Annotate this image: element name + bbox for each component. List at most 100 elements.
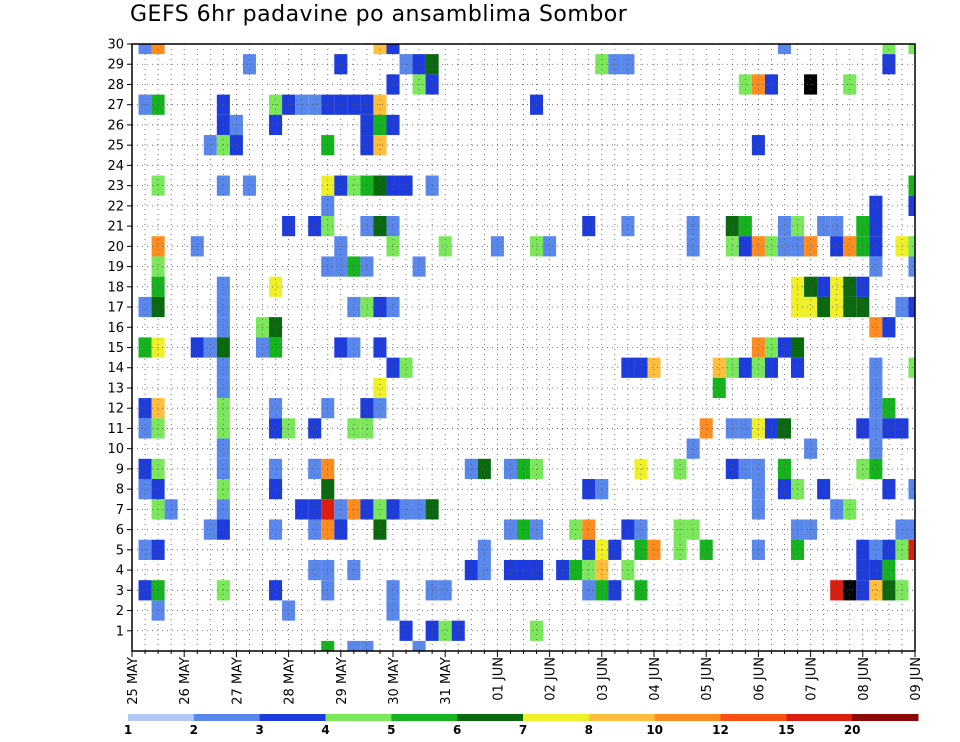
heatmap-cell bbox=[869, 256, 883, 277]
heatmap-cell bbox=[373, 296, 387, 318]
heatmap-cell bbox=[282, 600, 296, 621]
x-tick-label: 25 MAY bbox=[126, 657, 141, 705]
heatmap-cell bbox=[347, 337, 361, 358]
heatmap-cell bbox=[334, 256, 348, 277]
heatmap-cell bbox=[399, 175, 413, 196]
heatmap-cell bbox=[477, 458, 491, 480]
y-tick-label: 23 bbox=[107, 179, 124, 194]
data-cells bbox=[138, 44, 915, 651]
heatmap-cell bbox=[751, 458, 765, 480]
heatmap-cell bbox=[882, 559, 896, 581]
heatmap-cell bbox=[908, 175, 915, 196]
colorbar-label: 8 bbox=[585, 723, 593, 737]
heatmap-cell bbox=[412, 640, 426, 651]
heatmap-cell bbox=[777, 236, 792, 257]
heatmap-cell bbox=[777, 215, 792, 237]
heatmap-cell bbox=[308, 458, 322, 480]
heatmap-cell bbox=[764, 357, 778, 378]
heatmap-cell bbox=[138, 418, 152, 439]
heatmap-cell bbox=[908, 539, 915, 560]
colorbar-label: 7 bbox=[519, 723, 527, 737]
y-tick-label: 19 bbox=[107, 260, 124, 275]
heatmap-cell bbox=[869, 215, 883, 237]
heatmap-cell bbox=[869, 458, 883, 480]
heatmap-cell bbox=[477, 559, 491, 581]
heatmap-cell bbox=[686, 438, 700, 459]
heatmap-cell bbox=[412, 256, 426, 277]
heatmap-cell bbox=[686, 215, 700, 237]
heatmap-cell bbox=[360, 175, 374, 196]
heatmap-cell bbox=[516, 559, 531, 581]
heatmap-cell bbox=[804, 276, 818, 297]
heatmap-cell bbox=[830, 296, 844, 318]
y-tick-label: 16 bbox=[107, 321, 124, 336]
heatmap-cell bbox=[738, 357, 752, 378]
colorbar-swatch bbox=[523, 714, 590, 721]
heatmap-cell bbox=[608, 580, 622, 601]
heatmap-cell bbox=[269, 398, 283, 419]
heatmap-cell bbox=[138, 458, 152, 480]
heatmap-cell bbox=[843, 296, 857, 318]
heatmap-cell bbox=[242, 175, 256, 196]
y-tick-label: 4 bbox=[116, 564, 124, 579]
heatmap-cell bbox=[830, 276, 844, 297]
x-tick-label: 28 MAY bbox=[283, 657, 298, 705]
heatmap-cell bbox=[869, 559, 883, 581]
heatmap-cell bbox=[438, 580, 452, 601]
heatmap-cell bbox=[269, 418, 283, 439]
heatmap-cell bbox=[647, 357, 661, 378]
heatmap-cell bbox=[895, 418, 909, 439]
heatmap-cell bbox=[516, 458, 531, 480]
colorbar-swatch bbox=[325, 714, 392, 721]
heatmap-cell bbox=[464, 559, 478, 581]
heatmap-cell bbox=[830, 215, 844, 237]
heatmap-cell bbox=[804, 236, 818, 257]
heatmap-cell bbox=[530, 458, 544, 480]
heatmap-cell bbox=[751, 135, 765, 156]
heatmap-cell bbox=[764, 236, 778, 257]
x-tick-label: 27 MAY bbox=[230, 657, 245, 705]
y-tick-label: 18 bbox=[107, 280, 124, 295]
heatmap-cell bbox=[151, 458, 165, 480]
heatmap-cell bbox=[738, 458, 752, 480]
heatmap-cell bbox=[308, 215, 322, 237]
heatmap-cell bbox=[203, 135, 217, 156]
colorbar-swatch bbox=[852, 714, 919, 721]
heatmap-cell bbox=[804, 296, 818, 318]
x-tick-label: 05 JUN bbox=[700, 657, 715, 701]
heatmap-cell bbox=[869, 580, 883, 601]
grid-lines bbox=[132, 44, 915, 651]
heatmap-cell bbox=[216, 580, 230, 601]
heatmap-cell bbox=[530, 620, 544, 641]
heatmap-cell bbox=[216, 377, 230, 399]
heatmap-cell bbox=[751, 357, 765, 378]
heatmap-cell bbox=[151, 580, 165, 601]
heatmap-cell bbox=[634, 580, 648, 601]
colorbar-swatch bbox=[128, 714, 195, 721]
heatmap-cell bbox=[347, 175, 361, 196]
heatmap-cell bbox=[712, 357, 726, 378]
heatmap-cell bbox=[777, 458, 792, 480]
heatmap-cell bbox=[308, 418, 322, 439]
heatmap-cell bbox=[138, 337, 152, 358]
heatmap-cell bbox=[804, 438, 818, 459]
chart-title: GEFS 6hr padavine po ansamblima Sombor bbox=[130, 2, 628, 27]
heatmap-cell bbox=[216, 135, 230, 156]
y-tick-label: 15 bbox=[107, 341, 124, 356]
y-tick-label: 14 bbox=[107, 361, 124, 376]
heatmap-cell bbox=[634, 357, 648, 378]
heatmap-cell bbox=[216, 276, 230, 297]
colorbar-label: 12 bbox=[712, 723, 729, 737]
heatmap-cell bbox=[751, 236, 765, 257]
colorbar: 1 2 3 4 5 6 7 8 10 12 15 20 bbox=[124, 714, 919, 737]
heatmap-cell bbox=[530, 236, 544, 257]
heatmap-cell bbox=[151, 418, 165, 439]
heatmap-cell bbox=[269, 458, 283, 480]
y-tick-label: 13 bbox=[107, 381, 124, 396]
heatmap-cell bbox=[216, 398, 230, 419]
heatmap-cell bbox=[738, 236, 752, 257]
heatmap-cell bbox=[151, 236, 165, 257]
heatmap-cell bbox=[151, 175, 165, 196]
heatmap-cell bbox=[216, 317, 230, 338]
